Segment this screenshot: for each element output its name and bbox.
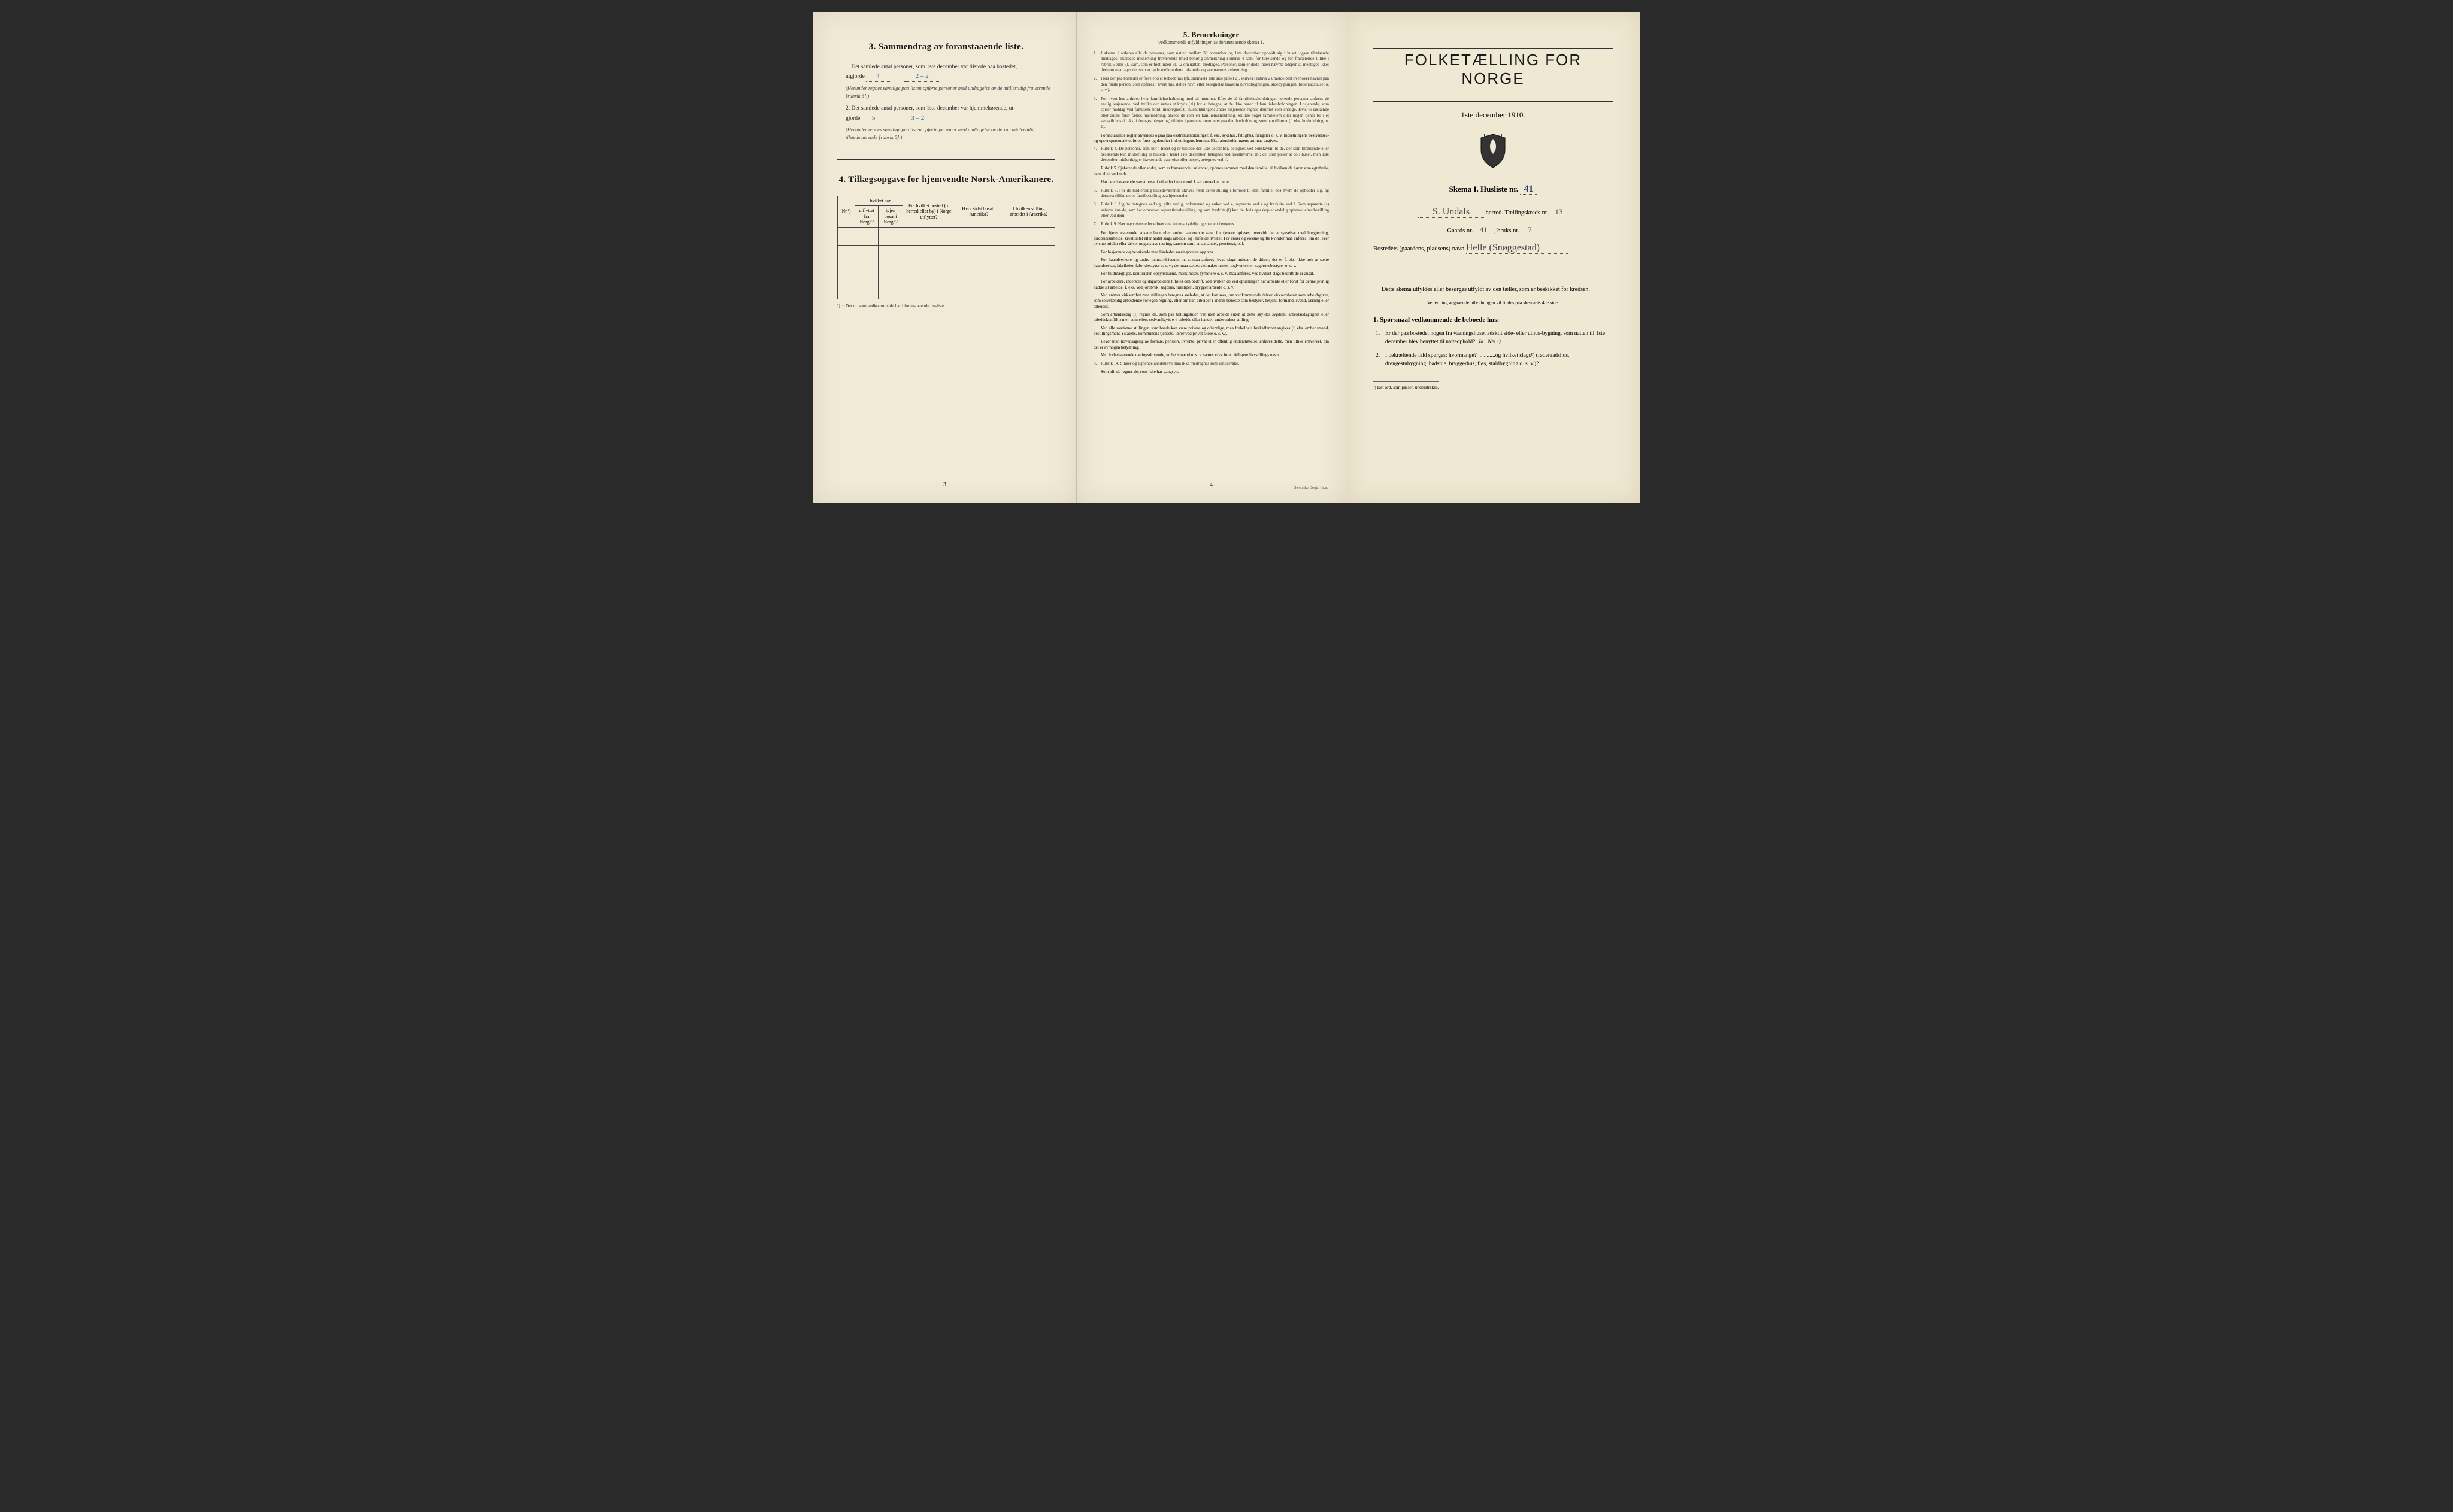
q1-value-a: 4 <box>866 71 890 82</box>
bosted-line: Bostedets (gaardens, pladsens) navn Hell… <box>1373 243 1613 254</box>
table-row <box>838 245 1055 263</box>
col-year-header: I hvilket aar <box>855 196 903 206</box>
col-nr: Nr.¹) <box>838 196 855 227</box>
remark-sub: Som arbeidsledig (l) regnes de, som paa … <box>1094 312 1329 323</box>
q2-value-a: 5 <box>862 113 886 124</box>
page-4: 5. Bemerkninger vedkommende utfyldningen… <box>1077 12 1346 503</box>
remark-sub: Som blinde regnes de, som ikke har gangs… <box>1094 369 1329 375</box>
title-date: 1ste december 1910. <box>1373 110 1613 120</box>
q2-paren: (Herunder regnes samtlige paa listen opf… <box>846 126 1055 141</box>
remark-item: 3.For hvert hus anføres hver familiehush… <box>1094 96 1329 130</box>
remark-sub: Ved forhenværende næringsdrivende, embed… <box>1094 353 1329 358</box>
remarks-list: 1.I skema 1 anføres alle de personer, so… <box>1094 51 1329 375</box>
divider <box>837 159 1055 160</box>
q1-line2: utgjorde <box>846 74 865 80</box>
census-document: 3. Sammendrag av foranstaaende liste. 1.… <box>813 12 1640 503</box>
bruks-nr: 7 <box>1528 225 1532 234</box>
page-cover: FOLKETÆLLING FOR NORGE 1ste december 191… <box>1346 12 1640 503</box>
remark-sub: Ved enhver virksomhet maa stillingen bet… <box>1094 293 1329 310</box>
q1-value-b: 2 – 2 <box>904 71 940 82</box>
q2-text: I bekræftende fald spørges: hvormange? .… <box>1385 353 1569 367</box>
remark-item: 7.Rubrik 9. Næringsveiens eller erhverve… <box>1094 222 1329 227</box>
col-position: I hvilken stilling arbeidet i Amerika? <box>1003 196 1055 227</box>
summary-item-2: 2. Det samlede antal personer, som 1ste … <box>837 104 1055 141</box>
section-4-title: 4. Tillægsopgave for hjemvendte Norsk-Am… <box>837 175 1055 185</box>
gaard-nr: 41 <box>1480 225 1488 234</box>
q2-text: 2. Det samlede antal personer, som 1ste … <box>846 105 1015 111</box>
remark-item: 8.Rubrik 14. Sinker og lignende aandsslø… <box>1094 361 1329 366</box>
printer-note: Steen'ske Bogtr. Kr.a. <box>1294 486 1328 490</box>
question-2: 2. I bekræftende fald spørges: hvormange… <box>1373 352 1613 369</box>
q1-nei: Nei ¹). <box>1488 339 1502 345</box>
remark-sub: Ved alle saadanne stillinger, som baade … <box>1094 326 1329 337</box>
remark-sub: Har den fraværende været bosat i utlande… <box>1094 180 1329 185</box>
instruction-1: Dette skema utfyldes eller besørges utfy… <box>1373 285 1613 294</box>
table-row <box>838 263 1055 281</box>
herred-line: S. Undals herred. Tællingskreds nr. 13 <box>1373 207 1613 218</box>
coat-of-arms-icon <box>1373 133 1613 172</box>
remark-sub: Foranstaaende regler anvendes ogsaa paa … <box>1094 133 1329 144</box>
bosted-value: Helle (Snøggestad) <box>1466 243 1540 253</box>
remark-item: 5.Rubrik 7. For de midlertidig tilstedev… <box>1094 188 1329 199</box>
table-footnote: ¹) ɔ: Det nr. som vedkommende har i fora… <box>837 303 1055 308</box>
page-3: 3. Sammendrag av foranstaaende liste. 1.… <box>813 12 1077 503</box>
q2-line2: gjorde <box>846 116 860 122</box>
cover-footnote: ¹) Det ord, som passer, understrekes. <box>1373 381 1439 390</box>
remark-item: 4.Rubrik 4. De personer, som bor i huset… <box>1094 146 1329 163</box>
gaard-line: Gaards nr. 41 , bruks nr. 7 <box>1373 225 1613 235</box>
bosted-label: Bostedets (gaardens, pladsens) navn <box>1373 246 1464 252</box>
remark-sub: For fuldmægtiger, kontorister, opsynsmæn… <box>1094 271 1329 277</box>
remark-sub: For hjemmeværende voksne barn eller andr… <box>1094 231 1329 247</box>
remark-sub: Lever man hovedsagelig av formue, pensio… <box>1094 339 1329 350</box>
remarks-subtitle: vedkommende utfyldningen av foranstaaend… <box>1094 40 1329 45</box>
remark-sub: For arbeidere, inderster og dagarbeidere… <box>1094 279 1329 290</box>
herred-value: S. Undals <box>1433 207 1470 217</box>
instruction-2: Veiledning angaaende utfyldningen vil fi… <box>1373 300 1613 305</box>
remark-sub: For losjerende og besøkende maa likelede… <box>1094 250 1329 255</box>
skema-line: Skema I. Husliste nr. 41 <box>1373 184 1613 195</box>
col-year-back: igjen bosat i Norge? <box>879 206 903 228</box>
col-from: Fra hvilket bosted (ɔ: herred eller by) … <box>903 196 955 227</box>
q2-value-b: 3 – 2 <box>900 113 935 124</box>
col-where: Hvor sidst bosat i Amerika? <box>955 196 1003 227</box>
remarks-title: 5. Bemerkninger <box>1094 30 1329 40</box>
tkreds-nr: 13 <box>1555 207 1563 216</box>
gaard-label: Gaards nr. <box>1447 228 1473 234</box>
herred-label: herred. Tællingskreds nr. <box>1486 210 1549 216</box>
husliste-nr: 41 <box>1520 184 1537 195</box>
table-row <box>838 227 1055 245</box>
page-number-3: 3 <box>813 481 1076 488</box>
question-1: 1. Er der paa bostedet nogen fra vaaning… <box>1373 329 1613 347</box>
q1-paren: (Herunder regnes samtlige paa listen opf… <box>846 84 1055 100</box>
remark-sub: Rubrik 5. Sjøfarende eller andre, som er… <box>1094 166 1329 177</box>
main-title: FOLKETÆLLING FOR NORGE <box>1373 51 1613 88</box>
summary-item-1: 1. Det samlede antal personer, som 1ste … <box>837 63 1055 99</box>
remark-sub: For haandverkere og andre industridriven… <box>1094 257 1329 269</box>
emigrant-table: Nr.¹) I hvilket aar Fra hvilket bosted (… <box>837 196 1055 299</box>
remark-item: 2.Hvis der paa bostedet er flere end ét … <box>1094 76 1329 93</box>
section-3-title: 3. Sammendrag av foranstaaende liste. <box>837 42 1055 52</box>
remark-item: 1.I skema 1 anføres alle de personer, so… <box>1094 51 1329 73</box>
q1-ja: Ja. <box>1478 339 1485 345</box>
col-year-out: utflyttet fra Norge? <box>855 206 879 228</box>
table-row <box>838 281 1055 299</box>
remark-item: 6.Rubrik 8. Ugifte betegnes ved ug, gift… <box>1094 202 1329 219</box>
q1-text: 1. Det samlede antal personer, som 1ste … <box>846 64 1017 70</box>
skema-label: Skema I. Husliste nr. <box>1449 184 1518 193</box>
bruks-label: , bruks nr. <box>1494 228 1519 234</box>
question-header: 1. Spørsmaal vedkommende de beboede hus: <box>1373 316 1613 323</box>
